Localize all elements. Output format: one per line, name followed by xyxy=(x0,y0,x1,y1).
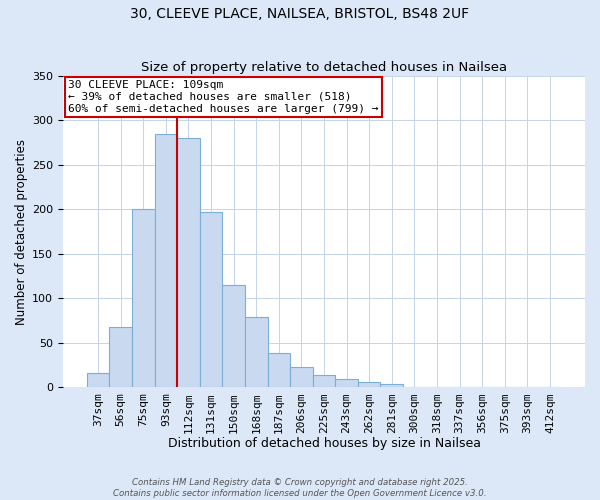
Text: 30 CLEEVE PLACE: 109sqm
← 39% of detached houses are smaller (518)
60% of semi-d: 30 CLEEVE PLACE: 109sqm ← 39% of detache… xyxy=(68,80,379,114)
Bar xyxy=(155,134,177,388)
Bar xyxy=(403,386,425,388)
Bar xyxy=(87,373,109,388)
Bar xyxy=(290,367,313,388)
Bar xyxy=(358,382,380,388)
Y-axis label: Number of detached properties: Number of detached properties xyxy=(15,138,28,324)
Bar xyxy=(268,352,290,388)
X-axis label: Distribution of detached houses by size in Nailsea: Distribution of detached houses by size … xyxy=(167,437,481,450)
Bar xyxy=(335,380,358,388)
Bar xyxy=(493,386,516,388)
Bar xyxy=(109,327,132,388)
Bar xyxy=(425,386,448,388)
Text: 30, CLEEVE PLACE, NAILSEA, BRISTOL, BS48 2UF: 30, CLEEVE PLACE, NAILSEA, BRISTOL, BS48… xyxy=(130,8,470,22)
Bar xyxy=(177,138,200,388)
Bar xyxy=(313,375,335,388)
Title: Size of property relative to detached houses in Nailsea: Size of property relative to detached ho… xyxy=(141,62,507,74)
Bar xyxy=(132,210,155,388)
Bar xyxy=(245,317,268,388)
Bar xyxy=(223,285,245,388)
Bar xyxy=(200,212,223,388)
Bar xyxy=(380,384,403,388)
Text: Contains HM Land Registry data © Crown copyright and database right 2025.
Contai: Contains HM Land Registry data © Crown c… xyxy=(113,478,487,498)
Bar xyxy=(539,386,561,388)
